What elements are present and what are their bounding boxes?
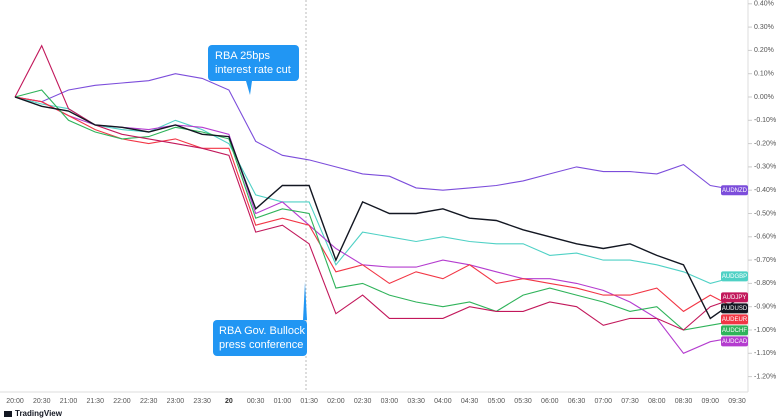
y-tick-label: -0.50% [754, 210, 776, 217]
annotation-box [213, 320, 307, 356]
x-tick-label: 23:00 [167, 398, 185, 405]
plot [14, 44, 738, 354]
y-tick-label: 0.20% [754, 47, 774, 54]
brand: TradingView [15, 409, 63, 418]
x-tick-label: 21:00 [60, 398, 78, 405]
x-tick-label: 02:00 [327, 398, 345, 405]
annotation-box [208, 45, 299, 81]
brand-logo [4, 411, 12, 417]
y-tick-label: 0.30% [754, 24, 774, 31]
legend-swatch [721, 325, 748, 336]
legend-swatch [721, 303, 748, 314]
series-line [14, 96, 738, 354]
y-tick-label: -0.60% [754, 234, 776, 241]
x-tick-label: 22:00 [113, 398, 131, 405]
x-tick-label: 07:00 [595, 398, 613, 405]
series-line [14, 96, 738, 284]
y-tick-label: -0.40% [754, 187, 776, 194]
legend-swatch [721, 314, 748, 325]
x-tick-label: 08:30 [675, 398, 693, 405]
x-tick-label: 23:30 [193, 398, 211, 405]
x-tick-label: 06:30 [568, 398, 586, 405]
series-line [14, 89, 738, 331]
y-tick-label: -1.10% [754, 350, 776, 357]
legend-swatch [721, 185, 748, 196]
y-tick-label: -0.80% [754, 280, 776, 287]
annotation-pointer [246, 81, 252, 95]
x-tick-label: 00:30 [247, 398, 265, 405]
y-tick-label: -1.20% [754, 373, 776, 380]
annotation: RBA 25bps interest rate cut [208, 45, 299, 95]
annotation-text: interest rate cut [215, 64, 291, 76]
x-tick-label: 20:00 [6, 398, 24, 405]
x-tick-label: 02:30 [354, 398, 372, 405]
annotation: RBA Gov. Bullock press conference [213, 282, 307, 356]
legend-label: AUDUSD [722, 306, 748, 312]
x-tick-label: 21:30 [86, 398, 104, 405]
x-tick-label: 20 [225, 398, 233, 405]
y-tick-label: -0.30% [754, 164, 776, 171]
annotation-text: press conference [219, 339, 303, 351]
x-tick-label: 01:30 [300, 398, 318, 405]
legend-label: AUDGBP [722, 274, 747, 280]
x-tick-label: 01:00 [274, 398, 292, 405]
y-tick-label: 0.40% [754, 1, 774, 8]
series-line [14, 96, 738, 320]
x-tick-label: 03:30 [407, 398, 425, 405]
legend-label: AUDCAD [722, 339, 748, 345]
annotation-text: RBA Gov. Bullock [219, 325, 305, 337]
annotation-pointer [303, 282, 307, 320]
series-line [14, 96, 738, 313]
annotation-text: RBA 25bps [215, 50, 271, 62]
x-tick-label: 08:00 [648, 398, 666, 405]
x-tick-label: 03:00 [381, 398, 399, 405]
legend-label: AUDNZD [722, 188, 748, 194]
legend-label: AUDCHF [722, 328, 747, 334]
y-tick-label: -0.10% [754, 117, 776, 124]
x-tick-label: 04:30 [461, 398, 479, 405]
y-tick-label: -0.90% [754, 304, 776, 311]
series-line [14, 44, 738, 331]
x-tick-label: 20:30 [33, 398, 51, 405]
y-tick-label: -0.70% [754, 257, 776, 264]
x-tick-label: 05:00 [488, 398, 506, 405]
y-tick-label: -1.00% [754, 327, 776, 334]
x-tick-label: 06:00 [541, 398, 559, 405]
legend-swatch [721, 292, 748, 303]
x-tick-label: 04:00 [434, 398, 452, 405]
y-tick-label: 0.10% [754, 71, 774, 78]
x-tick-label: 07:30 [621, 398, 639, 405]
x-tick-label: 09:30 [728, 398, 746, 405]
x-tick-label: 09:00 [701, 398, 719, 405]
legend-label: AUDJPY [723, 295, 747, 301]
series-line [14, 73, 738, 191]
legend-swatch [721, 336, 748, 347]
y-tick-label: -0.20% [754, 140, 776, 147]
y-tick-label: 0.00% [754, 94, 774, 101]
legend-label: AUDEUR [722, 317, 748, 323]
x-tick-label: 22:30 [140, 398, 158, 405]
x-tick-label: 05:30 [514, 398, 532, 405]
legend-swatch [721, 271, 748, 282]
